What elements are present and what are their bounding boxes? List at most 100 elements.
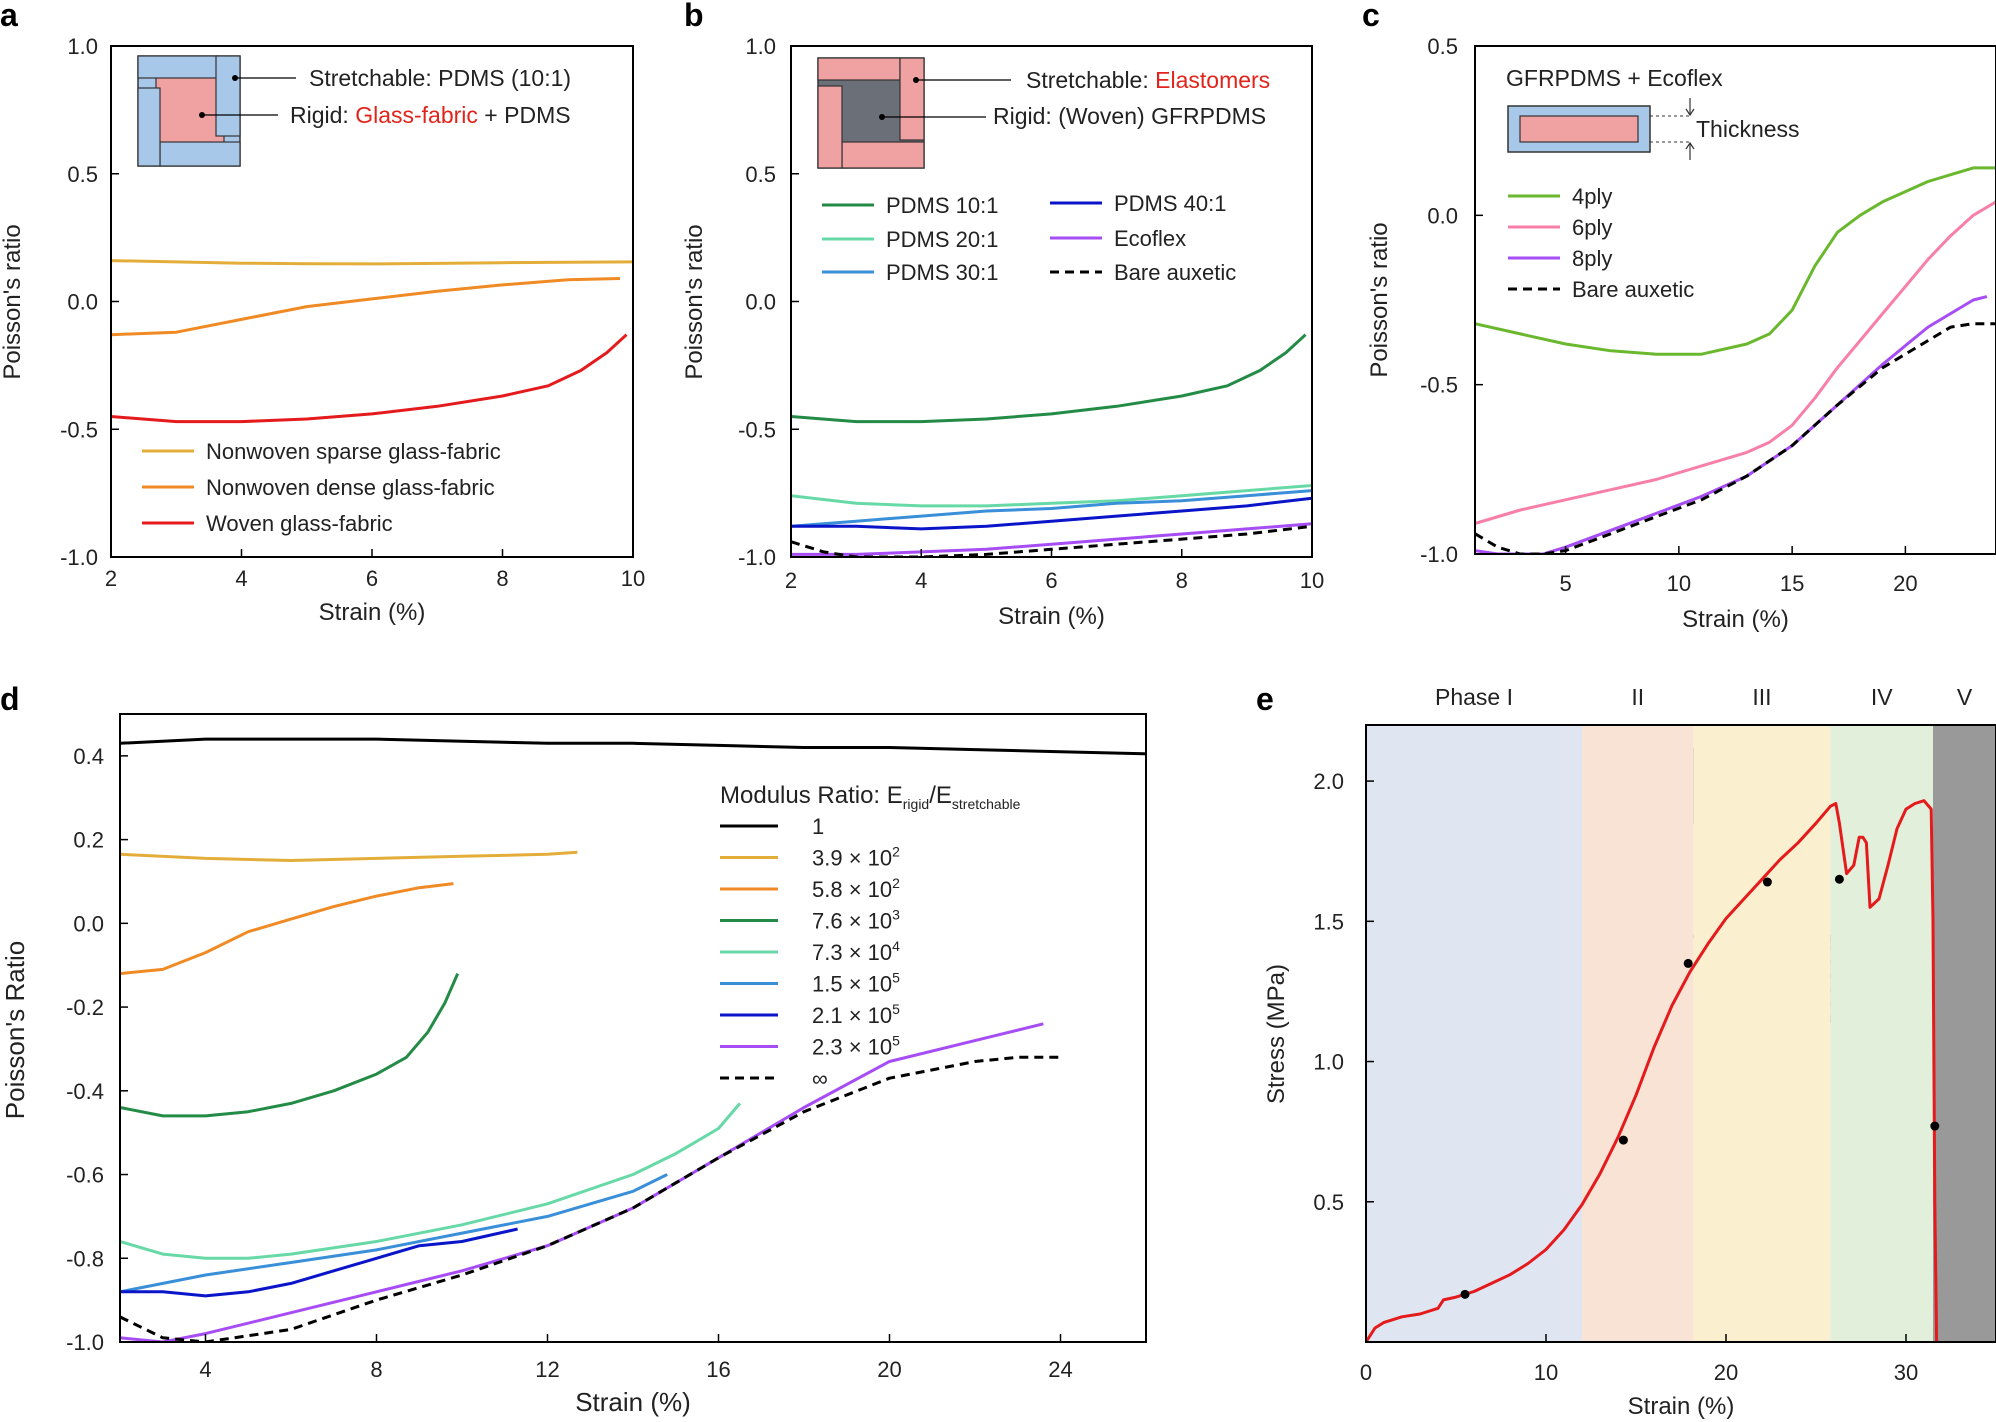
marker-point: [1930, 1121, 1940, 1131]
y-tick-label: -0.5: [738, 417, 776, 442]
plot-frame: [1474, 45, 1996, 555]
x-tick-label: 20: [877, 1357, 901, 1382]
y-tick-label: -1.0: [66, 1330, 104, 1355]
y-tick-label: -0.5: [60, 417, 98, 442]
y-axis-label: Poisson's Ratio: [0, 941, 30, 1119]
plot-frame: [119, 713, 1147, 1343]
series-line-d-2: [120, 850, 578, 862]
y-tick-label: -0.4: [66, 1079, 104, 1104]
series-line-b-4: [791, 496, 1312, 531]
x-axis-label: Strain (%): [998, 603, 1105, 630]
series-line-b-6: [791, 524, 1312, 557]
series-line-d-6: [120, 1173, 668, 1294]
legend-b-2-label: PDMS 20:1: [886, 227, 999, 252]
chart-b: 2 4 6 8 10 -1.0 -0.5 0.0 0.5 1.0 Strain (%) Poisson…: [681, 34, 1324, 630]
legend-d-8-label: 2.3 × 105: [812, 1033, 900, 1060]
y-axis-label: Poisson's ratio: [1366, 222, 1393, 377]
x-tick-label: 24: [1048, 1357, 1072, 1382]
y-tick-label: -1.0: [60, 545, 98, 570]
y-tick-label: 0.5: [1313, 1190, 1344, 1215]
series-line-a-2: [111, 277, 621, 337]
series-line-a-1: [111, 259, 633, 266]
legend-d-label-sup: 2: [892, 844, 900, 860]
legend-d-label-main: 2.3 × 10: [812, 1035, 892, 1060]
y-tick-label: 0.0: [67, 290, 98, 315]
legend-b-1-label: PDMS 10:1: [886, 193, 999, 218]
chart-e: Phase I II III IV V0 10 20 300.51.01.52.0Strain…: [1263, 684, 1996, 1420]
y-tick-label: 1.0: [1313, 1050, 1344, 1075]
series-line-d-4: [120, 972, 460, 1118]
phase-band-2: [1582, 725, 1694, 1342]
legend-d-4-label: 7.6 × 103: [812, 907, 900, 934]
y-axis-label: Stress (MPa): [1263, 964, 1290, 1104]
inset-c-title: GFRPDMS + Ecoflex: [1506, 65, 1723, 91]
y-tick-label: 0.0: [745, 290, 776, 315]
y-axis-label: Poisson's ratio: [0, 224, 26, 379]
x-tick-label: 4: [199, 1357, 211, 1382]
x-tick-label: 10: [1534, 1360, 1558, 1385]
legend-d-title: Modulus Ratio: Erigid/Estretchable: [720, 782, 1021, 812]
series-line-a-3: [111, 333, 628, 424]
panel-label-d: d: [0, 681, 20, 717]
inset-b-stretchable: [817, 57, 901, 81]
series-line-b-2: [791, 484, 1312, 508]
legend-d-label-sup: 5: [892, 1001, 900, 1017]
x-tick-label: 4: [235, 566, 247, 591]
inset-a: Stretchable: PDMS (10:1) Rigid: Glass-fa…: [137, 55, 571, 167]
inset-a-rigid: [155, 71, 225, 151]
legend-d-7-label: 2.1 × 105: [812, 1001, 900, 1028]
legend-a-3-label: Woven glass-fabric: [206, 511, 393, 536]
legend-d-label-main: 7.6 × 10: [812, 909, 892, 934]
inset-a-stretchable-label: Stretchable: PDMS (10:1): [309, 65, 571, 91]
series-line-c-3: [1475, 295, 1988, 554]
inset-c-thickness-label: Thickness: [1696, 116, 1800, 142]
x-tick-label: 8: [496, 566, 508, 591]
y-tick-label: -0.5: [1420, 373, 1458, 398]
legend-d-2-label: 3.9 × 102: [812, 844, 900, 871]
phase-label-5: V: [1957, 684, 1973, 710]
legend-d-1-label: 1: [812, 814, 824, 839]
phase-band-4: [1830, 725, 1933, 1342]
series-line-d-8: [120, 1022, 1044, 1342]
x-tick-label: 16: [706, 1357, 730, 1382]
legend-d-6-label: 1.5 × 105: [812, 970, 900, 997]
x-tick-label: 10: [1300, 568, 1324, 593]
y-tick-label: 1.0: [745, 34, 776, 59]
x-axis-label: Strain (%): [575, 1387, 691, 1417]
y-tick-label: 0.5: [745, 162, 776, 187]
legend-b-6-label: Bare auxetic: [1114, 260, 1236, 285]
x-tick-label: 6: [366, 566, 378, 591]
legend-d-label-main: 5.8 × 10: [812, 877, 892, 902]
y-tick-label: 0.2: [73, 828, 104, 853]
y-tick-label: 1.0: [67, 34, 98, 59]
x-axis-label: Strain (%): [1628, 1393, 1735, 1420]
phase-label-3: III: [1752, 684, 1771, 710]
marker-point: [1683, 958, 1693, 968]
y-tick-label: -0.8: [66, 1246, 104, 1271]
inset-b-rigid-label: Rigid: (Woven) GFRPDMS: [993, 103, 1266, 129]
x-tick-label: 10: [1667, 571, 1691, 596]
legend-d-5-label: 7.3 × 104: [812, 938, 900, 965]
series-line-c-1: [1475, 166, 1996, 356]
legend-d-label-main: 7.3 × 10: [812, 940, 892, 965]
legend-d-label-main: 2.1 × 10: [812, 1003, 892, 1028]
y-tick-label: 0.4: [73, 744, 104, 769]
legend-a-2-label: Nonwoven dense glass-fabric: [206, 475, 495, 500]
plot-frame: [1365, 724, 1996, 1343]
series-line-b-5: [791, 522, 1312, 556]
legend-d-title-sub2: stretchable: [952, 796, 1021, 812]
inset-c-gfrpdms: [1519, 115, 1639, 143]
x-tick-label: 30: [1894, 1360, 1918, 1385]
phase-label-2: II: [1631, 684, 1644, 710]
y-tick-label: -1.0: [738, 545, 776, 570]
x-tick-label: 8: [1176, 568, 1188, 593]
x-tick-label: 10: [621, 566, 645, 591]
chart-c: 5 10 15 20 -1.0 -0.5 0.0 0.5 Strain (%) Poisson's…: [1366, 34, 1996, 633]
x-tick-label: 2: [785, 568, 797, 593]
series-line-d-3: [120, 882, 454, 976]
legend-d-label-main: 1.5 × 10: [812, 972, 892, 997]
legend-d-label-sup: 5: [892, 970, 900, 986]
inset-c: GFRPDMS + Ecoflex Thickness: [1506, 65, 1800, 160]
y-tick-label: 2.0: [1313, 769, 1344, 794]
panel-a: a Stretchable: PDMS (10:1) Rigid: Glass-…: [0, 0, 571, 167]
